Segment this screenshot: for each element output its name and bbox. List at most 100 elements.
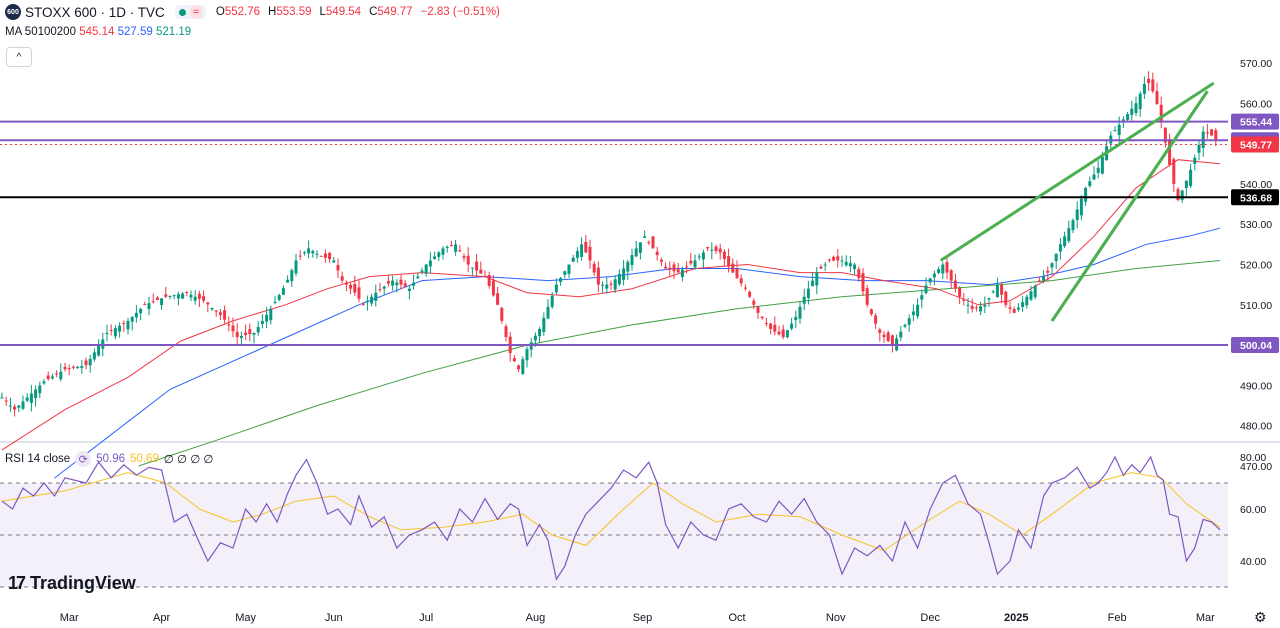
candle-body [109,330,113,332]
candle-body [844,261,848,266]
ma-value: 545.14 [79,26,118,38]
candle-body [76,366,80,369]
candle-body [1172,159,1176,184]
candle-body [517,365,521,370]
candle-body [869,309,873,315]
candle-body [995,284,999,298]
candle-body [1126,114,1130,120]
candle-body [512,358,516,362]
ma-legend[interactable]: MA 50100200 545.14 527.59 521.19 [5,26,191,38]
candle-body [668,267,672,270]
candle-body [953,280,957,289]
candle-body [286,279,290,283]
x-tick-label: 2025 [1004,612,1028,624]
x-tick-label: Nov [826,612,846,624]
candle-body [550,295,554,307]
candle-body [1029,291,1033,300]
candle-body [945,261,949,273]
trendline[interactable] [939,81,1215,262]
candle-body [0,397,4,399]
x-tick-label: Jun [325,612,343,624]
candle-body [1096,167,1100,173]
candle-body [857,269,861,278]
x-tick-label: Oct [728,612,745,624]
candle-body [1193,157,1197,165]
rsi-ma-value: 50.69 [129,453,159,465]
candle-body [340,276,344,281]
candle-body [239,336,243,339]
candle-body [1184,180,1188,188]
rsi-legend[interactable]: RSI 14 close ⟳ 50.96 50.69 ∅ ∅ ∅ ∅ [5,451,213,467]
candle-body [1000,285,1004,295]
candle-body [365,300,369,303]
candle-body [378,289,382,291]
candle-body [134,312,138,318]
x-tick-label: Apr [153,612,170,624]
candle-body [189,294,193,298]
settings-gear-icon[interactable]: ⚙ [1254,609,1267,625]
candle-body [1147,78,1151,84]
candle-body [748,291,752,297]
candle-body [680,269,684,278]
market-status-pill[interactable]: ≈ [174,5,206,19]
symbol-header: 600 STOXX 600 · 1D · TVC ≈ O552.76 H553.5… [5,3,508,21]
pane-separator[interactable] [0,441,1280,443]
candle-body [193,296,197,301]
candle-body [206,302,210,305]
candle-body [504,326,508,338]
ma-100-line [54,227,1221,479]
candle-body [1016,307,1020,310]
candle-body [42,381,46,384]
candle-body [1197,144,1201,153]
candle-body [790,323,794,329]
y-tick-label: 530.00 [1240,219,1272,231]
tradingview-logo[interactable]: 17 TradingView [8,573,136,594]
candle-body [764,323,768,325]
rsi-ma-line [1,472,1221,552]
candle-body [265,314,269,322]
candle-body [269,308,273,321]
candle-body [475,261,479,271]
candle-body [147,303,151,309]
ma-legend-values: 545.14 527.59 521.19 [79,26,191,38]
y-tick-label: 490.00 [1240,380,1272,392]
symbol-logo: 600 [5,4,21,20]
candle-body [361,303,365,305]
price-tag [1231,336,1279,353]
ohlc-values: O552.76 H553.59 L549.54 C549.77 −2.83 (−0.51… [216,6,508,18]
candle-body [1012,308,1016,313]
ma-200-line [138,260,1221,467]
candle-body [252,333,256,335]
trendline[interactable] [1050,90,1209,322]
candle-body [34,389,38,399]
candle-body [832,256,836,261]
collapse-legend-button[interactable]: ^ [6,47,32,67]
tradingview-wordmark: TradingView [30,573,136,593]
candle-body [958,287,962,297]
candle-body [546,306,550,319]
candle-body [273,301,277,303]
candle-body [1021,302,1025,307]
refresh-icon[interactable]: ⟳ [75,451,92,467]
candle-body [1138,93,1142,110]
candle-body [777,331,781,335]
candle-body [689,260,693,264]
candle-body [529,342,533,350]
candle-body [865,288,869,305]
candle-body [1008,307,1012,309]
candle-body [420,270,424,272]
x-tick-label: Feb [1108,612,1127,624]
candle-body [1025,296,1029,306]
candle-body [311,251,315,254]
candle-body [802,296,806,304]
candle-body [634,248,638,257]
candle-body [391,280,395,286]
candle-body [344,282,348,285]
market-open-dot-icon [178,8,186,16]
candle-body [823,264,827,266]
candle-body [739,278,743,284]
symbol-title[interactable]: STOXX 600 · 1D · TVC [25,4,165,20]
candle-body [139,308,143,314]
candle-body [924,285,928,293]
